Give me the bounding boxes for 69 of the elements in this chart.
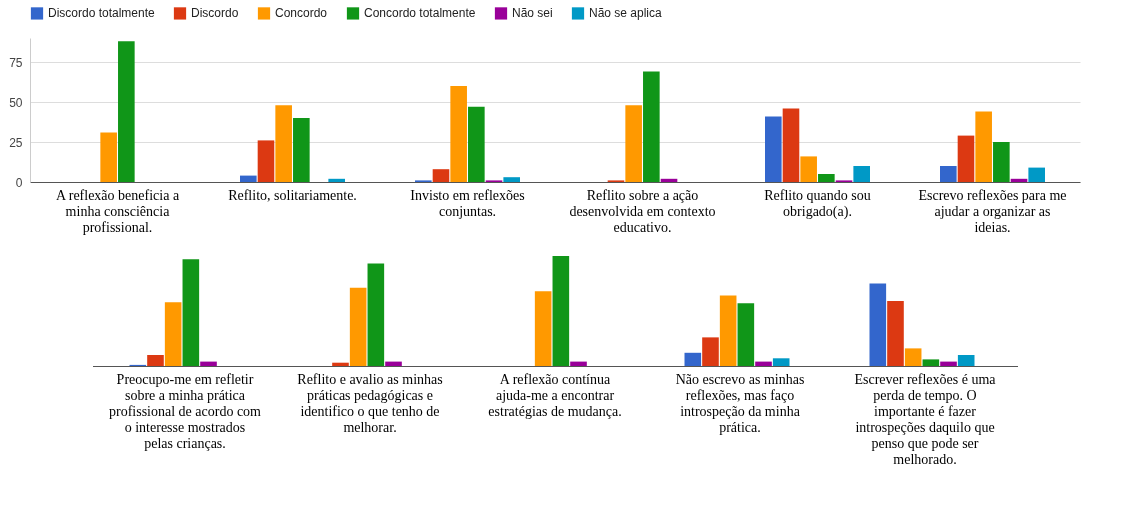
bar: [367, 263, 385, 366]
legend-label: Não se aplica: [589, 6, 663, 21]
x-tick-label: Invisto em reflexões conjuntas.: [410, 187, 525, 219]
bar: [660, 178, 678, 182]
x-tick-label: Preocupo-me em refletir sobre a minha prática profissional de acordo com o interesse mostrados pelas crianças.: [108, 371, 262, 451]
bar: [782, 108, 800, 182]
x-tick-label: Não escrevo as minhas reflexões, mas faço introspeção da minha prática.: [675, 371, 805, 435]
bar: [349, 287, 367, 366]
legend-label: Discordo: [191, 6, 239, 21]
bar: [887, 301, 904, 366]
x-tick-label: Reflito quando sou obrigado(a).: [764, 187, 871, 220]
bar: [643, 71, 660, 182]
bar: [552, 255, 570, 366]
bar: [869, 283, 887, 366]
bar: [800, 156, 817, 182]
bar: [275, 105, 292, 182]
bar: [957, 354, 975, 366]
bar: [684, 352, 702, 366]
bar: [1010, 178, 1028, 182]
bar: [118, 41, 135, 182]
bar: [450, 86, 467, 182]
bar: [570, 361, 587, 366]
x-tick-label: Escrever reflexões é uma perda de tempo. O importante é fazer introspeções daquilo que penso que pode ser melhorado.: [854, 371, 997, 467]
bar: [503, 177, 520, 182]
x-tick-label: Escrevo reflexões para me ajudar a organizar as ideias.: [918, 187, 1067, 235]
bar: [993, 142, 1010, 182]
x-tick-label: A reflexão beneficia a minha consciência profissional.: [55, 187, 180, 235]
bar: [625, 105, 642, 182]
bar: [385, 361, 402, 366]
x-tick-label: Reflito e avalio as minhas práticas pedagógicas e identifico o que tenho de melhorar.: [297, 371, 443, 435]
bar: [772, 358, 790, 366]
bar: [940, 166, 957, 182]
y-tick-label: 50: [9, 95, 23, 110]
bar: [975, 111, 992, 182]
bar: [702, 337, 719, 366]
bar: [147, 354, 164, 366]
bar: [534, 291, 552, 366]
bar: [853, 166, 870, 182]
bar: [468, 106, 485, 182]
bar: [765, 116, 782, 182]
x-tick-label: Reflito sobre a ação desenvolvida em contexto educativo.: [569, 187, 716, 235]
bar: [940, 361, 957, 366]
legend-label: Concordo totalmente: [364, 6, 476, 21]
bar: [332, 362, 349, 366]
x-tick-label: Reflito, solitariamente.: [228, 187, 357, 203]
y-tick-label: 25: [9, 135, 23, 150]
bar: [432, 169, 450, 182]
bar: [719, 295, 737, 366]
bar: [293, 118, 310, 182]
legend-label: Concordo: [275, 6, 328, 21]
y-tick-label: 75: [9, 55, 23, 70]
bar: [818, 174, 835, 182]
bar: [240, 175, 257, 182]
bar: [957, 135, 975, 182]
bar: [328, 178, 345, 182]
bar: [200, 361, 217, 366]
bar: [100, 132, 117, 182]
bar: [1028, 167, 1045, 182]
bar: [182, 259, 200, 366]
legend-label: Discordo totalmente: [48, 6, 156, 21]
bar: [755, 361, 772, 366]
bar: [904, 348, 922, 366]
x-tick-label: A reflexão contínua ajuda-me a encontrar estratégias de mudança.: [488, 371, 622, 419]
y-tick-label: 0: [15, 175, 23, 190]
bar: [922, 359, 940, 366]
legend-label: Não sei: [512, 6, 553, 21]
bar: [257, 140, 275, 182]
bar: [164, 302, 182, 366]
bar: [737, 303, 755, 366]
